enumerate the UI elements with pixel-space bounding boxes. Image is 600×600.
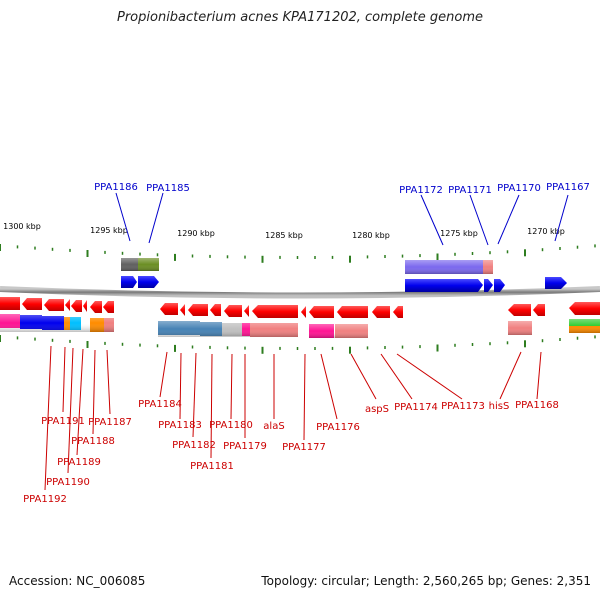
gene-label-ppa1174: PPA1174	[394, 402, 438, 413]
gene-label-asps: aspS	[365, 404, 389, 415]
gene-label-ppa1179: PPA1179	[223, 441, 267, 452]
gene-arrow	[252, 305, 298, 318]
gene-arrow	[90, 301, 102, 313]
topology-text: Topology: circular; Length: 2,560,265 bp…	[261, 574, 591, 588]
gene-arrow	[22, 298, 42, 310]
gene-arrow	[224, 305, 242, 317]
gene-label-ppa1192: PPA1192	[23, 494, 67, 505]
gene-label-ppa1181: PPA1181	[190, 461, 234, 472]
gene-label-alas: alaS	[263, 421, 284, 432]
gene-label-ppa1191: PPA1191	[41, 416, 85, 427]
gene-arrow	[405, 279, 483, 292]
feature-block	[0, 314, 114, 332]
feature-block	[121, 258, 159, 271]
gene-label-ppa1185: PPA1185	[146, 183, 190, 194]
scale-label-1280: 1280 kbp	[352, 231, 390, 240]
gene-arrow	[65, 299, 70, 311]
gene-label-ppa1177: PPA1177	[282, 442, 326, 453]
scale-label-1295: 1295 kbp	[90, 226, 128, 235]
gene-arrow	[71, 300, 82, 312]
gene-arrow	[533, 304, 545, 316]
gene-arrow	[569, 302, 600, 315]
gene-arrow	[210, 304, 221, 316]
gene-arrow	[484, 279, 493, 292]
gene-arrow	[301, 306, 306, 318]
gene-label-ppa1170: PPA1170	[497, 183, 541, 194]
gene-arrow	[121, 276, 137, 288]
gene-label-ppa1190: PPA1190	[46, 477, 90, 488]
gene-arrow	[393, 306, 403, 318]
scale-label-1300: 1300 kbp	[3, 222, 41, 231]
gene-label-ppa1180: PPA1180	[209, 420, 253, 431]
forward-strand-genes	[121, 276, 567, 292]
gene-arrow	[508, 304, 531, 316]
feature-block	[158, 321, 298, 337]
gene-arrow	[180, 304, 185, 316]
upper-feature-blocks	[121, 258, 493, 274]
feature-block	[508, 321, 532, 335]
gene-label-ppa1172: PPA1172	[399, 185, 443, 196]
gene-label-ppa1167: PPA1167	[546, 182, 590, 193]
feature-block	[309, 324, 368, 338]
feature-block	[405, 260, 493, 274]
feature-block	[569, 319, 600, 333]
gene-arrow	[0, 297, 20, 310]
map-title: Propionibacterium acnes KPA171202, compl…	[117, 10, 483, 25]
gene-arrow	[244, 305, 249, 317]
gene-arrow	[44, 299, 64, 311]
upper-tick-marks	[0, 244, 596, 263]
scale-labels: 1300 kbp 1295 kbp 1290 kbp 1285 kbp 1280…	[3, 222, 565, 240]
scale-label-1275: 1275 kbp	[440, 229, 478, 238]
gene-arrow	[372, 306, 390, 318]
gene-arrow	[309, 306, 334, 318]
scale-label-1285: 1285 kbp	[265, 231, 303, 240]
accession-text: Accession: NC_006085	[9, 574, 146, 588]
gene-label-ppa1188: PPA1188	[71, 436, 115, 447]
gene-label-ppa1171: PPA1171	[448, 185, 492, 196]
gene-label-ppa1168: PPA1168	[515, 400, 559, 411]
lower-tick-marks	[0, 335, 596, 354]
gene-label-ppa1186: PPA1186	[94, 182, 138, 193]
gene-arrow	[103, 301, 114, 313]
genome-backbone	[0, 286, 600, 299]
reverse-strand-genes	[0, 297, 600, 318]
gene-label-ppa1183: PPA1183	[158, 420, 202, 431]
gene-label-hiss: hisS	[489, 401, 510, 412]
gene-label-ppa1173: PPA1173	[441, 401, 485, 412]
gene-arrow	[188, 304, 208, 316]
gene-arrow	[337, 306, 368, 318]
scale-label-1290: 1290 kbp	[177, 229, 215, 238]
gene-label-ppa1182: PPA1182	[172, 440, 216, 451]
scale-label-1270: 1270 kbp	[527, 227, 565, 236]
gene-label-ppa1187: PPA1187	[88, 417, 132, 428]
gene-label-ppa1176: PPA1176	[316, 422, 360, 433]
gene-label-ppa1189: PPA1189	[57, 457, 101, 468]
gene-arrow	[138, 276, 159, 288]
gene-label-ppa1184: PPA1184	[138, 399, 182, 410]
gene-arrow	[160, 303, 178, 315]
gene-arrow	[83, 300, 87, 312]
gene-arrow	[545, 277, 567, 289]
top-gene-labels	[115, 192, 569, 246]
bottom-gene-labels	[44, 345, 542, 491]
lower-feature-blocks	[0, 314, 600, 338]
gene-arrow	[494, 279, 505, 292]
